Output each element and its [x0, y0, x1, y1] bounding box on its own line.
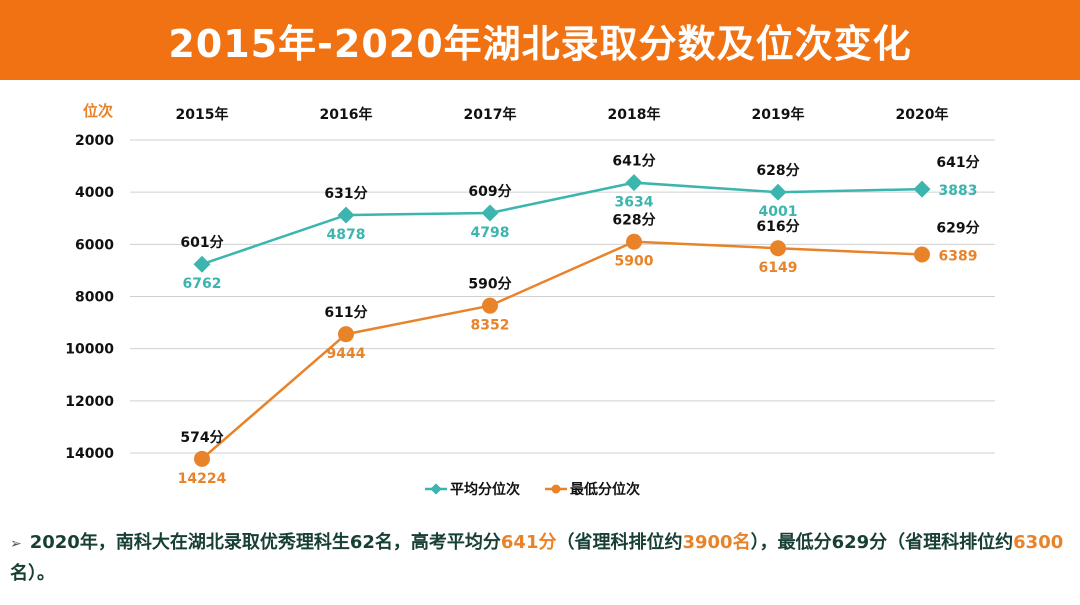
rank-label: 6762 — [183, 276, 222, 292]
data-point-diamond — [913, 180, 931, 198]
y-tick-label: 6000 — [75, 237, 114, 253]
score-label: 616分 — [756, 219, 799, 235]
rank-label: 3634 — [615, 195, 654, 211]
rank-label: 14224 — [178, 471, 227, 487]
x-tick-label: 2017年 — [464, 106, 517, 123]
rank-label: 4878 — [327, 227, 366, 243]
score-label: 641分 — [936, 155, 979, 171]
rank-label: 5900 — [615, 254, 654, 270]
data-point-diamond — [193, 255, 211, 273]
note-text: ），最低分629分（省理科排位约 — [750, 532, 1014, 553]
rank-label: 4798 — [471, 225, 510, 241]
legend-label: 最低分位次 — [570, 481, 640, 498]
score-label: 628分 — [612, 213, 655, 229]
legend-label: 平均分位次 — [450, 481, 520, 498]
score-label: 628分 — [756, 163, 799, 179]
y-tick-label: 4000 — [75, 185, 114, 201]
rank-label: 4001 — [759, 204, 798, 220]
highlight-text: 6300 — [1013, 532, 1064, 553]
bullet-arrow-icon: ➢ — [10, 536, 22, 552]
y-tick-label: 14000 — [65, 446, 114, 462]
data-point-circle — [626, 233, 642, 250]
x-tick-label: 2019年 — [752, 106, 805, 123]
title-bar: 2015年-2020年湖北录取分数及位次变化 — [0, 0, 1080, 80]
y-tick-label: 12000 — [65, 394, 114, 410]
note-text: 名）。 — [10, 563, 55, 584]
data-point-circle — [194, 450, 210, 467]
data-point-circle — [482, 297, 498, 314]
legend-circle-icon — [551, 484, 561, 494]
series-line-1 — [201, 240, 923, 460]
y-tick-label: 10000 — [65, 342, 114, 358]
score-label: 629分 — [936, 220, 979, 236]
rank-label: 6389 — [939, 248, 978, 264]
rank-label: 8352 — [471, 318, 510, 334]
line-chart: 位次 2015年 2016年 2017年 2018年 2019年 2020年 2000 4000… — [65, 102, 995, 498]
page-title: 2015年-2020年湖北录取分数及位次变化 — [168, 21, 912, 66]
x-tick-label: 2020年 — [896, 106, 949, 123]
y-axis-label: 位次 — [83, 102, 113, 120]
highlight-text: 641分 — [500, 532, 557, 553]
score-label: 601分 — [180, 235, 223, 251]
legend-diamond-icon — [430, 483, 442, 495]
score-label: 609分 — [468, 184, 511, 200]
rank-label: 6149 — [759, 260, 798, 276]
note-text: （省理科排位约 — [556, 532, 683, 553]
x-tick-label: 2016年 — [320, 106, 373, 123]
data-point-diamond — [625, 174, 643, 192]
rank-label: 9444 — [327, 346, 366, 362]
data-point-diamond — [769, 183, 787, 201]
rank-label: 3883 — [939, 183, 978, 199]
x-tick-label: 2018年 — [608, 106, 661, 123]
summary-note: ➢ 2020年，南科大在湖北录取优秀理科生62名，高考平均分641分（省理科排位约… — [10, 528, 1070, 589]
data-point-circle — [914, 246, 930, 263]
score-label: 611分 — [324, 305, 367, 321]
x-tick-label: 2015年 — [176, 106, 229, 123]
data-point-circle — [770, 240, 786, 257]
series-line-0 — [201, 181, 923, 266]
y-tick-label: 2000 — [75, 133, 114, 149]
data-point-diamond — [481, 204, 499, 222]
score-label: 641分 — [612, 154, 655, 170]
note-text: 2020年，南科大在湖北录取优秀理科生62名，高考平均分 — [29, 532, 501, 553]
highlight-text: 3900名 — [682, 532, 751, 553]
score-label: 590分 — [468, 277, 511, 293]
score-label: 574分 — [180, 430, 223, 446]
score-label: 631分 — [324, 186, 367, 202]
y-tick-label: 8000 — [75, 290, 114, 306]
data-point-diamond — [337, 206, 355, 224]
data-point-circle — [338, 326, 354, 343]
